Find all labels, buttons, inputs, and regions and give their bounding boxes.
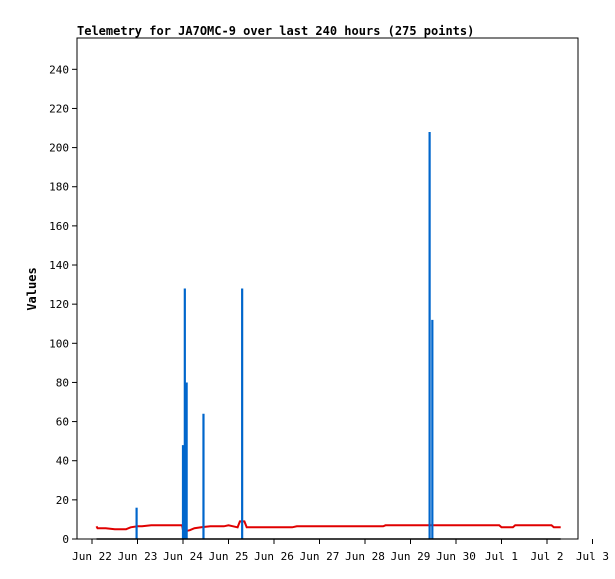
y-tick-label: 140: [49, 259, 69, 272]
x-tick-label: Jun 22: [72, 550, 112, 563]
y-tick-label: 20: [56, 494, 69, 507]
series-0-line: [95, 520, 561, 533]
y-tick-label: 160: [49, 220, 69, 233]
x-tick-label: Jun 23: [118, 550, 158, 563]
y-tick-label: 240: [49, 63, 69, 76]
y-tick-label: 60: [56, 416, 69, 429]
x-tick-label: Jul 1: [485, 550, 518, 563]
plot-area: [76, 37, 579, 540]
y-tick-label: 0: [62, 533, 69, 546]
x-tick-label: Jun 28: [345, 550, 385, 563]
y-tick-label: 220: [49, 102, 69, 115]
y-tick-label: 120: [49, 298, 69, 311]
y-axis: 0 20 40 60 80 100 120 140 160 180 200 220 240: [49, 63, 77, 546]
x-tick-label: Jul 3: [576, 550, 609, 563]
x-tick-label: Jun 30: [436, 550, 476, 563]
x-axis: Jun 22 Jun 23 Jun 24 Jun 25 Jun 26 Jun 27 Jun …: [72, 539, 609, 563]
y-axis-label: Values: [25, 267, 39, 310]
y-tick-label: 80: [56, 376, 69, 389]
x-tick-label: Jun 29: [391, 550, 431, 563]
y-tick-label: 100: [49, 337, 69, 350]
x-tick-label: Jun 26: [254, 550, 294, 563]
x-tick-label: Jun 24: [163, 550, 203, 563]
chart-title: Telemetry for JA7OMC-9 over last 240 hou…: [77, 24, 474, 38]
x-tick-label: Jul 2: [530, 550, 563, 563]
x-tick-label: Jun 25: [209, 550, 249, 563]
y-tick-label: 40: [56, 455, 69, 468]
y-tick-label: 180: [49, 181, 69, 194]
x-tick-label: Jun 27: [300, 550, 340, 563]
series-group: [95, 131, 561, 540]
y-tick-label: 200: [49, 142, 69, 155]
